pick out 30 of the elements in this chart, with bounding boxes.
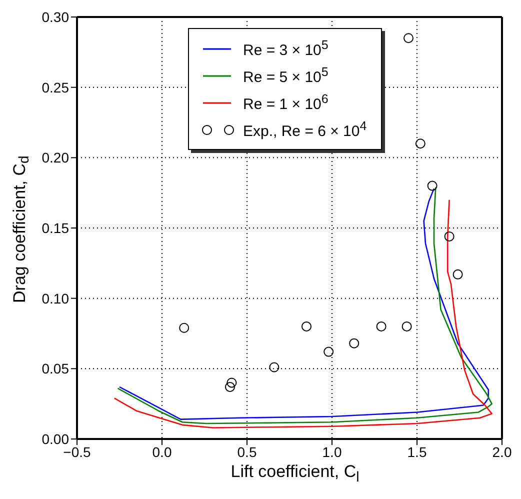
y-tick-label: 0.05 <box>42 360 70 377</box>
point <box>226 378 237 388</box>
y-tick-label: 0.20 <box>42 150 70 166</box>
x-tick-label: 1.0 <box>322 444 342 460</box>
point <box>427 180 438 191</box>
point <box>444 231 454 242</box>
point <box>415 138 426 149</box>
y-tick-label: 0.15 <box>42 220 70 236</box>
point <box>376 321 386 332</box>
legend-label: Re = 3 × 10$^{5}$ <box>243 38 328 59</box>
point <box>225 382 235 392</box>
legend-label: Re = 1 × 10$^{6}$ <box>243 92 328 113</box>
x-tick-label: 2.0 <box>492 444 512 460</box>
point <box>349 338 360 348</box>
point <box>324 346 334 357</box>
x-tick-label: 0.5 <box>237 444 257 460</box>
point <box>452 269 463 280</box>
legend-label: Exp., Re = 6 × 10$^{4}$ <box>243 119 367 140</box>
point <box>179 322 190 333</box>
y-tick-label: 0.25 <box>42 79 70 96</box>
x-axis-title: Lift coefficient, C$_{l}$ <box>230 462 360 488</box>
point <box>269 362 280 372</box>
point <box>402 321 412 332</box>
x-tick-label: 1.5 <box>407 444 427 460</box>
y-tick-label: 0.30 <box>42 8 70 25</box>
point <box>404 33 414 44</box>
legend-label: Re = 5 × 10$^{5}$ <box>243 65 328 86</box>
x-tick-label: 0.0 <box>152 444 172 460</box>
point <box>302 321 312 332</box>
y-tick-label: 0.10 <box>42 290 70 306</box>
